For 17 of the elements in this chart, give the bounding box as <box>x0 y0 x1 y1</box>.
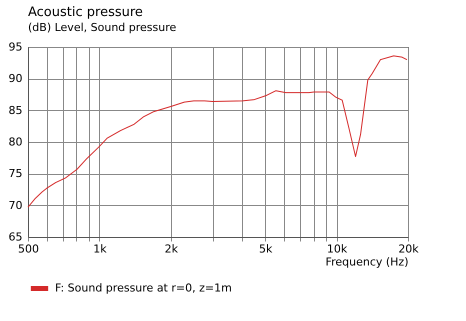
y-tick-label: 95 <box>8 40 22 54</box>
y-tick-label: 85 <box>8 104 22 117</box>
y-tick-label: 70 <box>8 198 22 212</box>
x-tick-label: 20k <box>398 242 420 256</box>
x-tick-label: 500 <box>18 242 39 256</box>
x-axis-title: Frequency (Hz) <box>326 256 408 268</box>
y-tick-label: 90 <box>8 72 22 86</box>
y-tick-label: 80 <box>8 136 22 148</box>
legend-label: F: Sound pressure at r=0, z=1m <box>55 282 232 294</box>
x-tick-label: 5k <box>259 242 274 256</box>
y-tick-label: 75 <box>8 167 22 180</box>
x-tick-label: 2k <box>164 242 179 256</box>
chart-title: Acoustic pressure <box>28 5 143 20</box>
y-tick-label: 65 <box>8 230 22 244</box>
chart-subtitle: (dB) Level, Sound pressure <box>28 21 177 34</box>
x-tick-label: 10k <box>326 242 348 256</box>
x-tick-label: 1k <box>93 242 108 256</box>
